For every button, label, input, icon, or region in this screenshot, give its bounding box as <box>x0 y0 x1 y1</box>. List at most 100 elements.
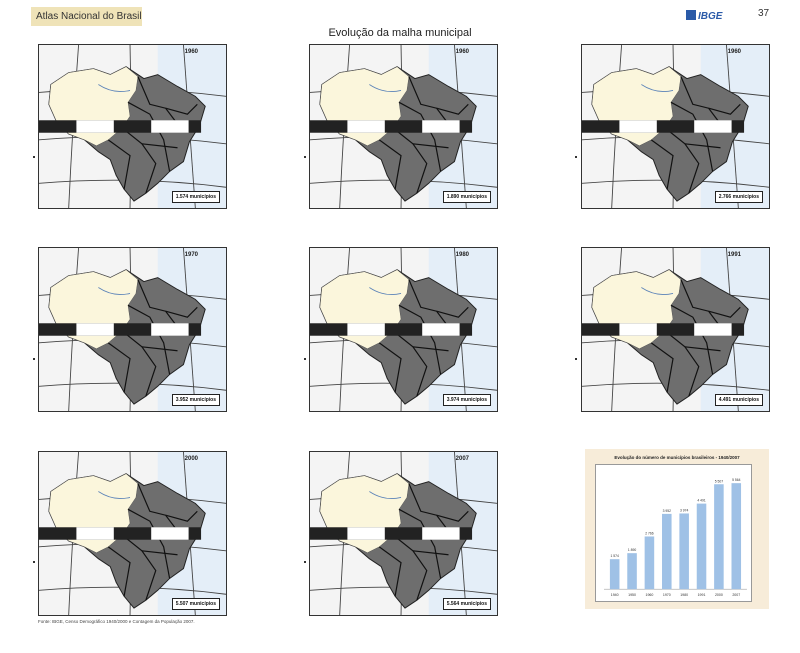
state-border <box>121 127 157 194</box>
state-border <box>708 306 741 318</box>
state-border <box>378 342 402 393</box>
margin-dot <box>304 358 306 360</box>
scale-bar <box>39 120 202 133</box>
state-border <box>121 330 157 397</box>
margin-dot <box>575 358 577 360</box>
state-border <box>107 546 131 597</box>
state-border <box>412 550 449 556</box>
x-tick-label: 2000 <box>715 593 723 597</box>
map-year: 1960 <box>455 49 469 55</box>
state-border <box>650 139 674 190</box>
bar-value-label: 3 952 <box>663 509 672 513</box>
municipality-count: 3.952 municípios <box>171 394 220 406</box>
river <box>369 491 402 499</box>
state-border <box>684 143 721 149</box>
state-border <box>137 279 178 328</box>
ibge-logo: IBGE <box>686 10 723 22</box>
river <box>641 287 674 295</box>
bar-value-label: 2 766 <box>645 532 654 536</box>
bar-value-label: 1 890 <box>628 548 637 552</box>
map-year: 1960 <box>727 49 741 55</box>
state-border <box>664 330 700 397</box>
map-year: 1991 <box>727 252 741 258</box>
state-border <box>165 103 198 115</box>
state-border <box>664 127 700 194</box>
state-border <box>137 483 178 532</box>
state-border <box>650 342 674 393</box>
municipality-count: 1.890 municípios <box>442 191 491 203</box>
state-border <box>141 346 178 352</box>
map-panel: 1991 4.491 municípios <box>581 247 770 412</box>
chart-plot-area: 1 574 1940 1 890 1950 2 766 1960 3 952 1970 3 97… <box>595 464 752 602</box>
margin-dot <box>33 358 35 360</box>
state-border <box>141 143 178 149</box>
scale-bar <box>582 120 745 133</box>
margin-dot <box>304 561 306 563</box>
atlas-label: Atlas Nacional do Brasil <box>31 7 142 26</box>
map-year: 1960 <box>184 49 198 55</box>
bar <box>644 536 655 590</box>
state-border <box>436 510 469 522</box>
state-border <box>708 103 741 115</box>
municipality-count: 5.507 municípios <box>171 598 220 610</box>
state-border <box>378 139 402 190</box>
state-border <box>408 76 449 125</box>
x-tick-label: 1940 <box>611 593 619 597</box>
scale-bar <box>310 120 473 133</box>
state-border <box>141 550 178 556</box>
state-border <box>165 510 198 522</box>
river <box>369 287 402 295</box>
bar <box>627 553 637 590</box>
municipality-count: 4.491 municípios <box>714 394 763 406</box>
bar-value-label: 3 974 <box>680 508 689 512</box>
state-border <box>378 546 402 597</box>
map-year: 2007 <box>455 456 469 462</box>
bar <box>609 559 620 590</box>
state-border <box>392 534 428 601</box>
logo-text: IBGE <box>698 11 723 22</box>
x-tick-label: 1970 <box>663 593 671 597</box>
river <box>98 491 131 499</box>
map-panel: 1980 3.974 municípios <box>309 247 498 412</box>
scale-bar <box>310 323 473 336</box>
bar-value-label: 5 564 <box>732 478 741 482</box>
page-number: 37 <box>758 8 770 19</box>
bar <box>731 483 742 590</box>
map-panel: 2000 5.507 municípios <box>38 451 227 616</box>
x-tick-label: 1980 <box>680 593 688 597</box>
state-border <box>436 306 469 318</box>
state-border <box>392 127 428 194</box>
state-border <box>680 279 721 328</box>
municipality-count: 3.974 municípios <box>442 394 491 406</box>
state-border <box>392 330 428 397</box>
bar <box>696 503 707 590</box>
state-border <box>121 534 157 601</box>
x-tick-label: 1991 <box>698 593 706 597</box>
municipality-count: 5.564 municípios <box>442 598 491 610</box>
chart-panel: Evolução do número de municípios brasile… <box>585 449 769 609</box>
state-border <box>107 139 131 190</box>
x-tick-label: 1950 <box>628 593 636 597</box>
state-border <box>408 483 449 532</box>
margin-dot <box>575 156 577 158</box>
map-panel: 1970 3.952 municípios <box>38 247 227 412</box>
bar <box>662 513 672 590</box>
source-note: Fonte: IBGE, Censo Demográfico 1940/2000… <box>38 619 195 624</box>
scale-bar <box>39 527 202 540</box>
x-tick-label: 2007 <box>732 593 740 597</box>
river <box>369 84 402 92</box>
map-panel: 1960 2.766 municípios <box>581 44 770 209</box>
municipality-count: 1.574 municípios <box>171 191 220 203</box>
map-year: 1970 <box>184 252 198 258</box>
margin-dot <box>33 561 35 563</box>
map-panel: 2007 5.564 municípios <box>309 451 498 616</box>
bar-value-label: 4 491 <box>697 499 706 503</box>
margin-dot <box>33 156 35 158</box>
bar-chart: 1 574 1940 1 890 1950 2 766 1960 3 952 1970 3 97… <box>604 478 747 597</box>
page-title: Evolução da malha municipal <box>328 27 472 39</box>
margin-dot <box>304 156 306 158</box>
state-border <box>107 342 131 393</box>
map-year: 1980 <box>455 252 469 258</box>
map-panel: 1960 1.890 municípios <box>309 44 498 209</box>
river <box>98 84 131 92</box>
